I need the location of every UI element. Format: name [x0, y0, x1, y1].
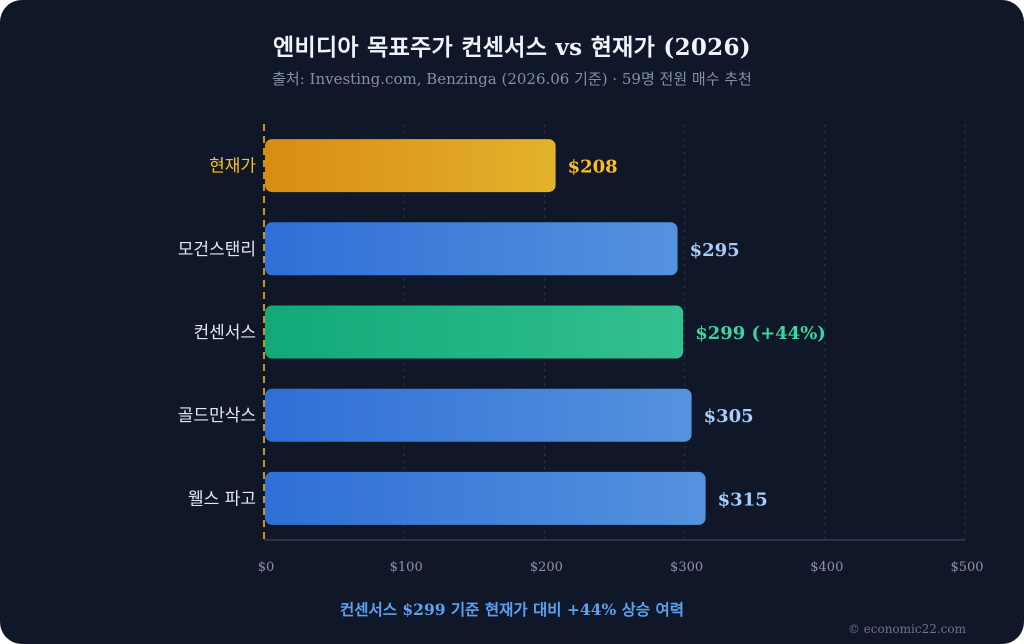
bar: [265, 388, 692, 442]
value-label: $315: [718, 489, 768, 510]
category-label: 모건스탠리: [178, 240, 256, 260]
bar: [265, 222, 678, 276]
category-label: 골드만삭스: [178, 406, 256, 426]
credit-text: © economic22.com: [847, 622, 966, 636]
value-label: $208: [568, 157, 618, 178]
category-label: 웰스 파고: [188, 489, 256, 509]
value-label: $295: [690, 240, 740, 261]
chart-title: 엔비디아 목표주가 컨센서스 vs 현재가 (2026): [273, 34, 751, 61]
value-labels: $208 $295 $299 (+44%) $305 $315: [568, 157, 826, 511]
x-axis: $0 $100 $200 $300 $400 $500: [258, 124, 984, 575]
bars: [265, 139, 706, 525]
x-tick-label: $100: [390, 560, 423, 575]
footer-note: 컨센서스 $299 기준 현재가 대비 +44% 상승 여력: [339, 600, 685, 619]
value-label: $305: [704, 406, 754, 427]
value-label: $299 (+44%): [695, 323, 826, 344]
bar: [265, 471, 706, 525]
x-tick-label: $400: [810, 560, 843, 575]
x-tick-label: $0: [258, 560, 275, 575]
chart-subtitle: 출처: Investing.com, Benzinga (2026.06 기준)…: [272, 70, 752, 88]
bar: [265, 139, 556, 193]
x-tick-label: $300: [670, 560, 703, 575]
x-tick-label: $500: [950, 560, 983, 575]
category-label: 현재가: [209, 157, 256, 177]
x-tick-label: $200: [530, 560, 563, 575]
bar: [265, 305, 684, 359]
category-label: 컨센서스: [193, 323, 256, 343]
